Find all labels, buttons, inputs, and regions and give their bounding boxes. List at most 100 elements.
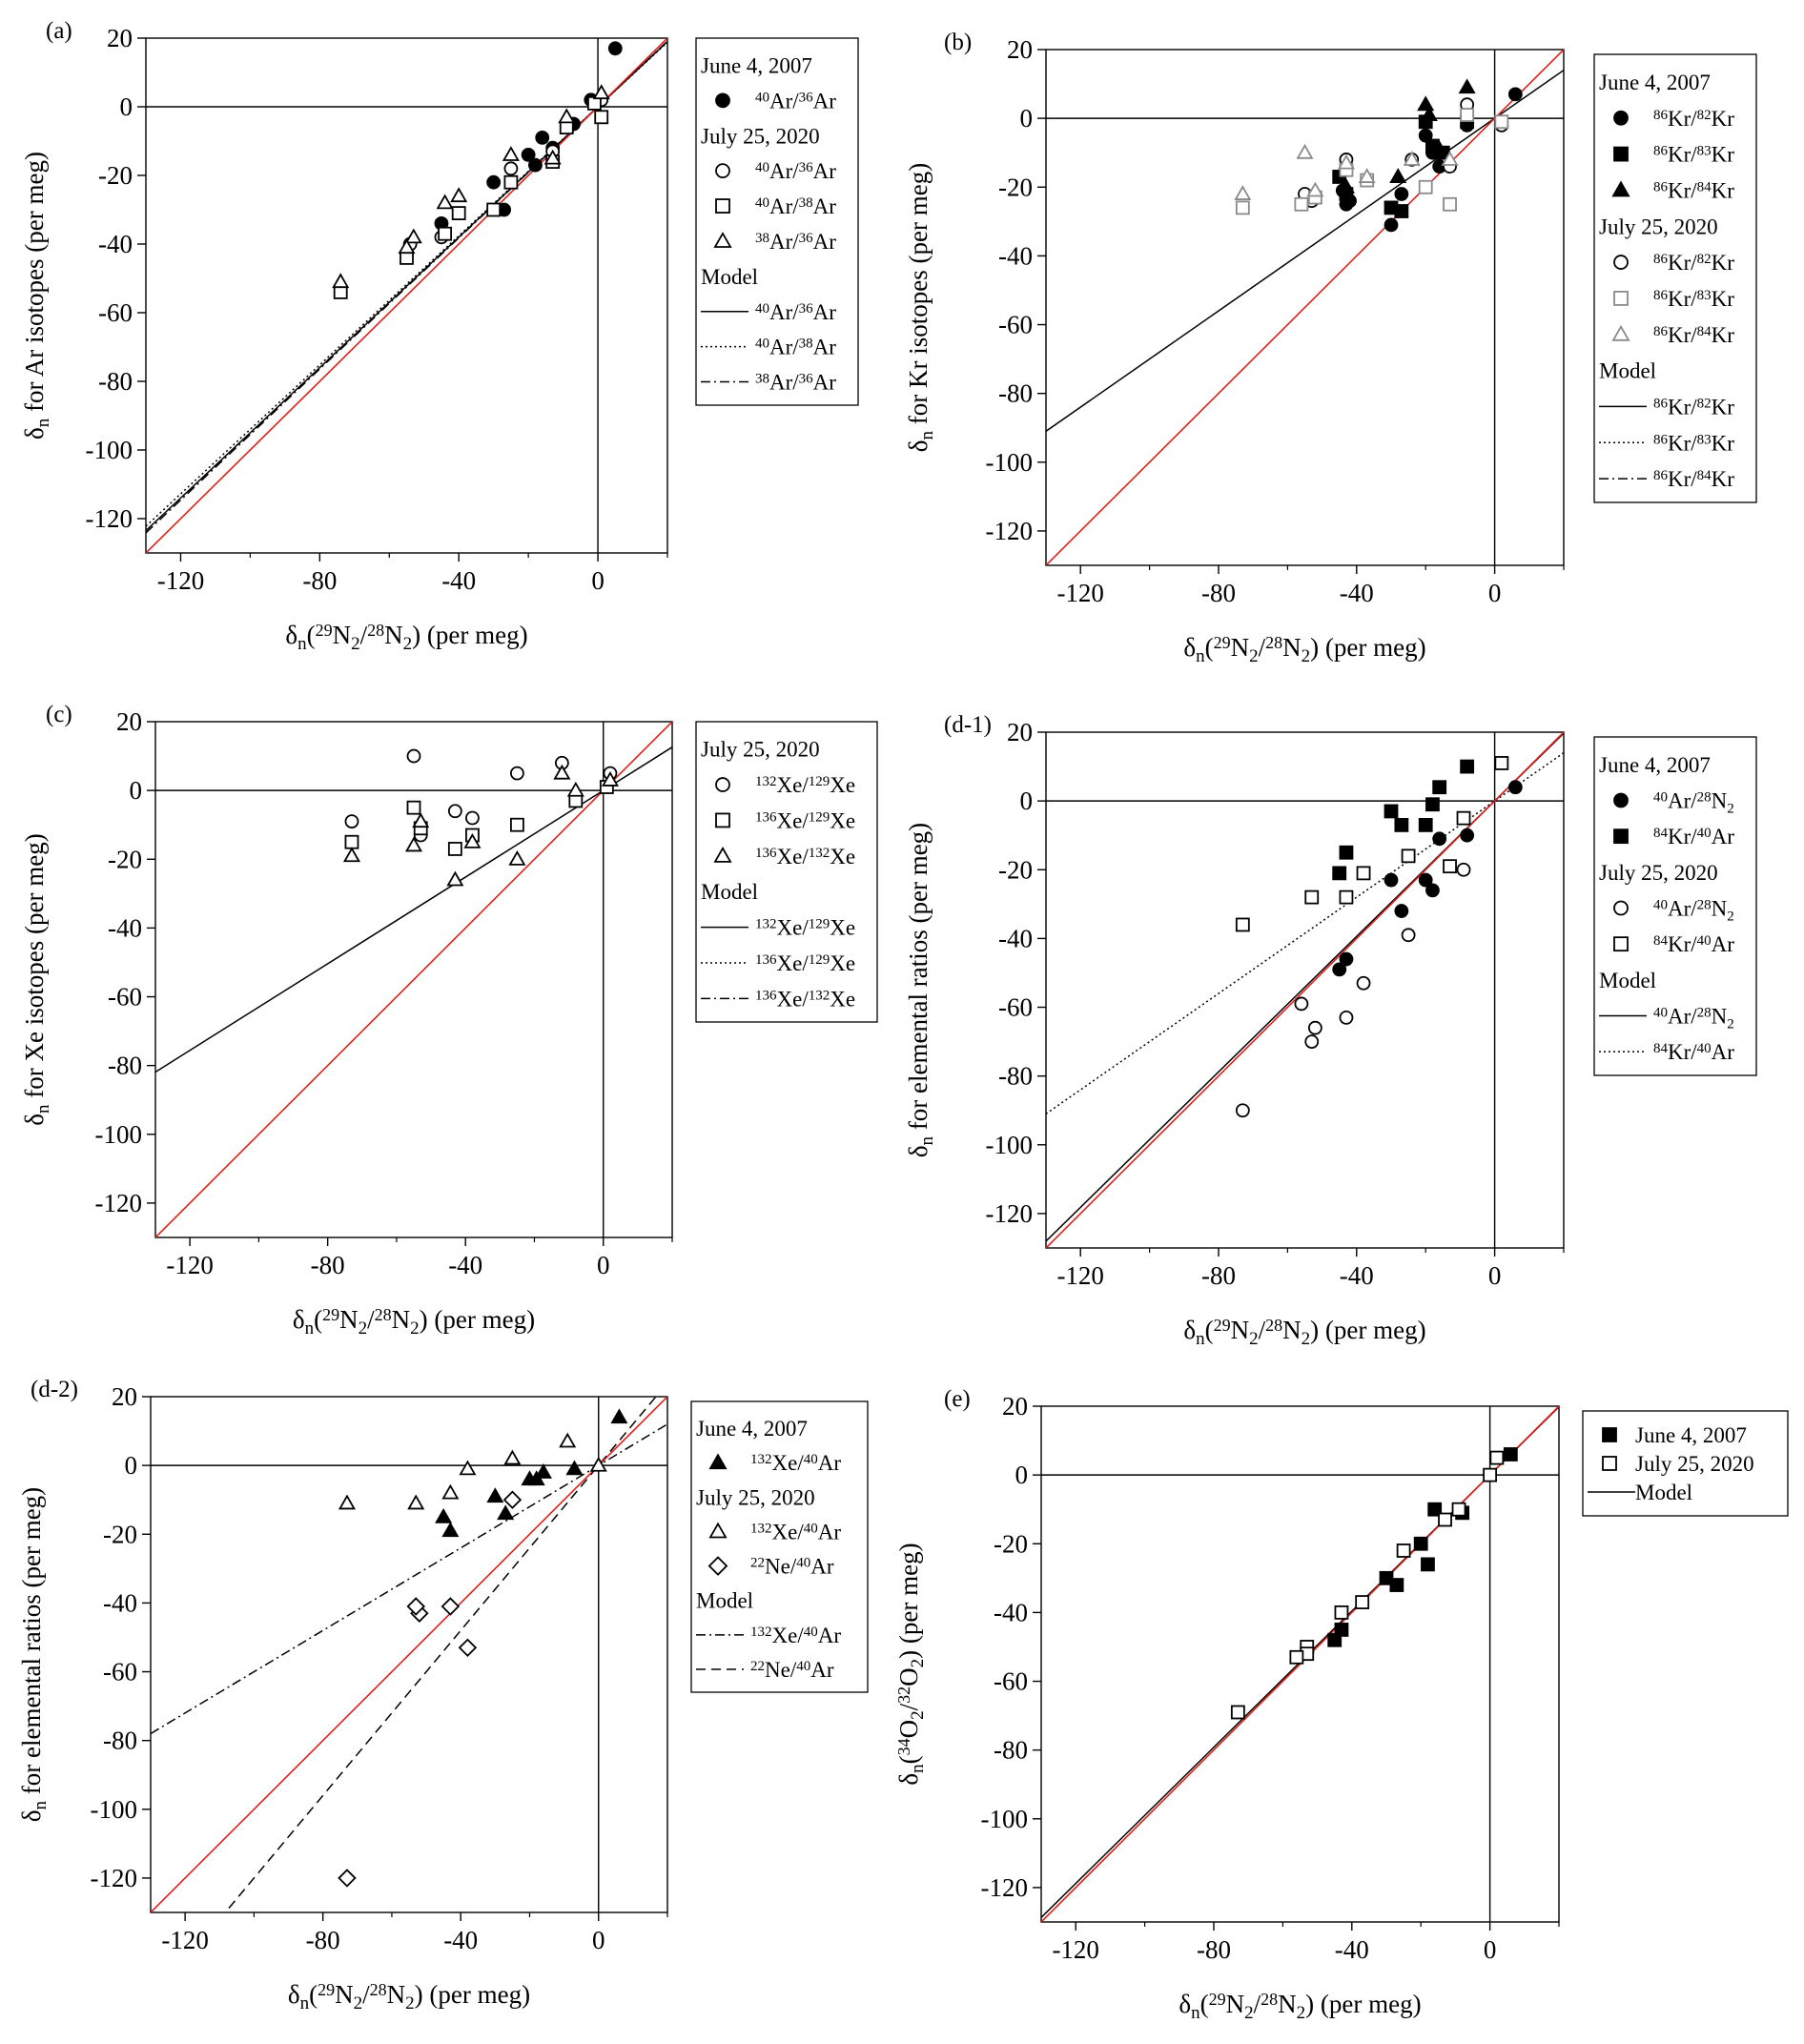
legend-superscript: 84 xyxy=(1653,826,1669,841)
legend-superscript: 84 xyxy=(1653,1041,1669,1056)
legend-superscript: 82 xyxy=(1697,397,1712,412)
legend-superscript: 36 xyxy=(799,301,814,317)
data-point xyxy=(1418,179,1433,194)
data-point xyxy=(610,1408,628,1424)
data-point xyxy=(1235,200,1250,215)
label-text: N xyxy=(384,621,403,649)
data-point xyxy=(1332,962,1347,977)
legend-superscript: 40 xyxy=(755,160,769,175)
data-point xyxy=(435,1507,453,1523)
legend-text-part: Kr/ xyxy=(1668,467,1697,491)
data-point xyxy=(497,1504,515,1521)
data-point xyxy=(1334,1605,1349,1620)
label-subscript: 2 xyxy=(1249,1329,1259,1349)
label-text: δ xyxy=(894,1773,923,1786)
label-subscript: n xyxy=(33,1104,53,1114)
label-subscript: n xyxy=(31,1800,51,1809)
legend-superscript: 40 xyxy=(796,1659,810,1674)
legend-entry-label: 40Ar/36Ar xyxy=(755,89,836,112)
label-superscript: 28 xyxy=(367,621,384,640)
data-points xyxy=(1230,1447,1518,1720)
legend-text-part: Kr xyxy=(1712,251,1735,275)
x-tick-label: -120 xyxy=(1056,579,1104,607)
label-subscript: n xyxy=(908,1764,928,1773)
model-lines xyxy=(1046,50,1564,565)
legend-entry-label: July 25, 2020 xyxy=(1635,1452,1754,1476)
label-text: N xyxy=(1231,1316,1250,1344)
x-tick-label: -120 xyxy=(1052,1935,1099,1964)
label-text: ( xyxy=(307,621,316,649)
data-point xyxy=(486,202,502,217)
data-point xyxy=(1384,200,1399,215)
label-subscript: 2 xyxy=(908,1659,928,1668)
data-point xyxy=(1379,1570,1394,1585)
data-point xyxy=(1234,185,1252,200)
legend-marker xyxy=(713,232,732,248)
y-axis-title: δn for elemental ratios (per meg) xyxy=(17,1487,51,1822)
legend-header: Model xyxy=(1599,359,1656,383)
data-point xyxy=(486,174,502,190)
label-subscript: n xyxy=(917,430,937,439)
data-point xyxy=(1235,917,1250,932)
label-subscript: 2 xyxy=(351,634,360,654)
x-tick-label: 0 xyxy=(597,1251,610,1279)
legend-entry-label: 86Kr/84Kr xyxy=(1653,323,1734,347)
data-point xyxy=(1401,848,1416,864)
legend-text-part: Kr/ xyxy=(1668,251,1697,275)
label-subscript: n xyxy=(300,1993,310,2013)
legend-header: July 25, 2020 xyxy=(701,738,820,762)
legend-entry-label: Model xyxy=(1635,1481,1692,1504)
plot-frame xyxy=(145,37,668,554)
legend-superscript: 84 xyxy=(1653,933,1669,949)
data-point xyxy=(1384,217,1399,233)
data-point xyxy=(1306,181,1324,197)
label-subscript: 2 xyxy=(405,1993,415,2013)
data-point xyxy=(1384,872,1399,888)
legend-entry-label: 86Kr/84Kr xyxy=(1653,467,1734,491)
y-tick-label: -120 xyxy=(91,1864,138,1892)
data-point xyxy=(1337,153,1355,170)
legend-text-part: Kr xyxy=(1712,431,1735,455)
legend-entry-label: 136Xe/132Xe xyxy=(755,845,855,869)
data-point xyxy=(406,748,421,764)
legend-header: June 4, 2007 xyxy=(1599,71,1711,94)
legend-box xyxy=(695,721,878,1023)
data-point xyxy=(1421,1557,1435,1572)
legend-entry-label: 136Xe/132Xe xyxy=(755,987,855,1011)
data-point xyxy=(1289,1649,1304,1665)
x-tick-label: -80 xyxy=(302,566,337,595)
legend-entry-label: 86Kr/83Kr xyxy=(1653,431,1734,455)
data-point xyxy=(1339,951,1354,967)
label-text: δ xyxy=(20,1114,49,1126)
legend-entry-label: 86Kr/82Kr xyxy=(1653,107,1734,131)
legend-subscript: 2 xyxy=(1727,801,1734,816)
legend-superscript: 40 xyxy=(755,337,769,352)
label-text: / xyxy=(1259,633,1266,662)
legend-superscript: 83 xyxy=(1697,288,1712,303)
legend-superscript: 36 xyxy=(799,231,814,246)
data-point xyxy=(1432,831,1447,847)
y-tick-label: 20 xyxy=(1002,1392,1028,1421)
x-tick-label: -40 xyxy=(1340,579,1374,607)
y-axis-title: δn(34O2/32O2) (per meg) xyxy=(894,1543,928,1785)
y-tick-label: -40 xyxy=(108,913,142,942)
legend-header: July 25, 2020 xyxy=(701,124,820,148)
legend-text-part: Ar xyxy=(810,1555,834,1579)
legend-header: June 4, 2007 xyxy=(1599,753,1711,777)
legend-entry-label: 132Xe/40Ar xyxy=(750,1520,841,1543)
y-tick-label: 20 xyxy=(112,1382,137,1411)
model-line xyxy=(1046,70,1564,432)
panel-label: (d-1) xyxy=(944,712,992,738)
chart-panel-e: -120 -80 -40 0200-20-40-60-80-100-120(e)δn(… xyxy=(894,1386,1789,2023)
legend-entry-label: 38Ar/36Ar xyxy=(755,371,836,395)
legend-header: Model xyxy=(1599,969,1656,992)
legend-entry-label: 86Kr/83Kr xyxy=(1653,143,1734,167)
data-point xyxy=(1230,1705,1245,1720)
legend-entry-label: 136Xe/129Xe xyxy=(755,808,855,832)
label-text: ) (per meg) xyxy=(415,1980,530,2009)
legend-text-part: Ar xyxy=(818,1520,842,1543)
legend-marker xyxy=(1602,1456,1617,1471)
legend-superscript: 38 xyxy=(755,231,769,246)
legend-superscript: 22 xyxy=(750,1556,765,1571)
